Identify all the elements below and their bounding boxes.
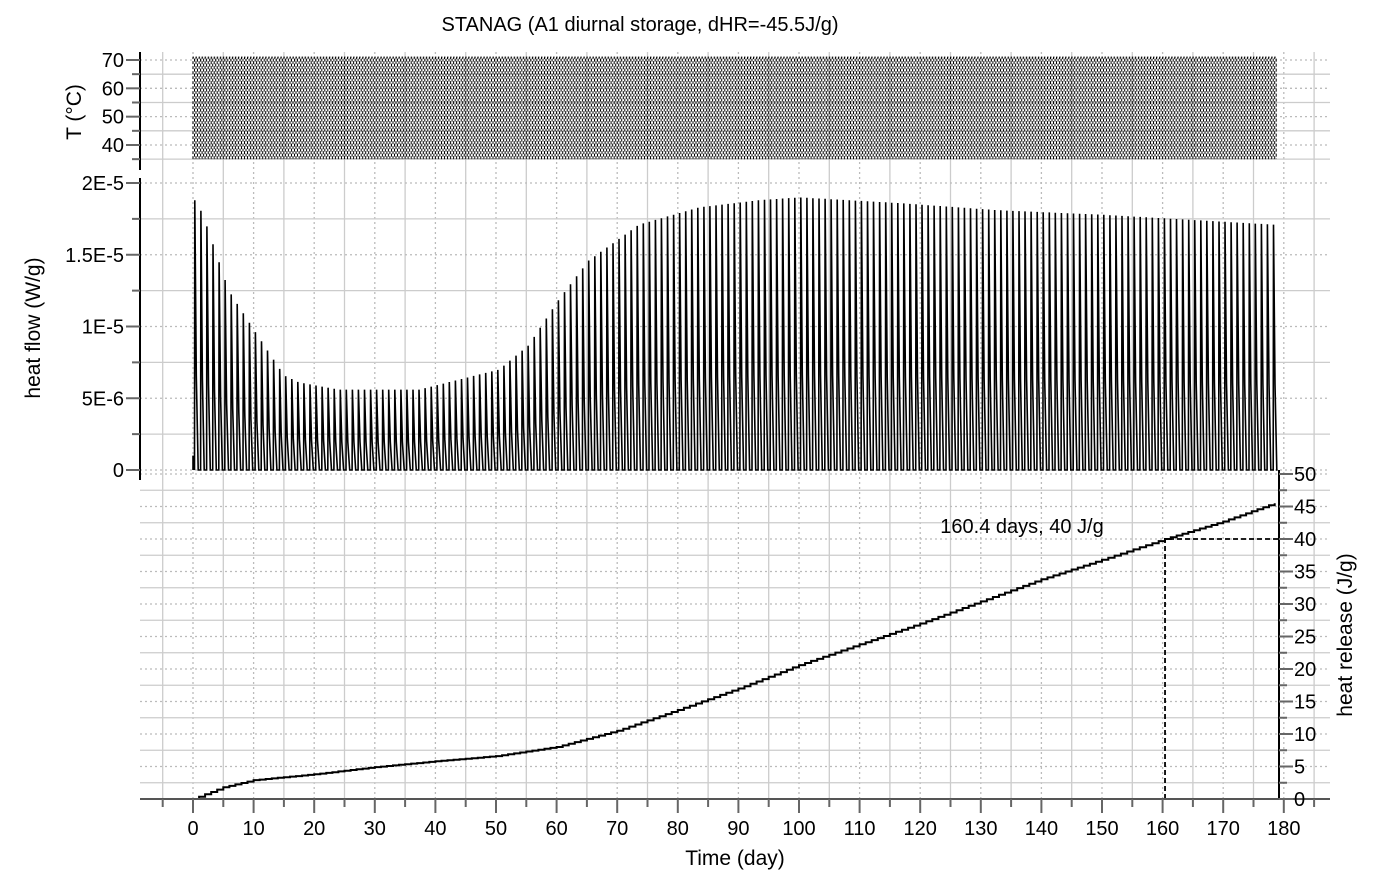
annotation-label: 160.4 days, 40 J/g — [940, 516, 1103, 538]
x-tick-label: 50 — [485, 818, 507, 840]
heat-release-axis-label: heat release (J/g) — [1334, 553, 1357, 716]
x-tick-label: 90 — [727, 818, 749, 840]
x-tick-label: 110 — [844, 818, 876, 840]
x-tick-label: 180 — [1267, 818, 1300, 840]
x-tick-label: 10 — [242, 818, 264, 840]
chart-title: STANAG (A1 diurnal storage, dHR=-45.5J/g… — [441, 14, 838, 36]
heat-release-tick-label: 50 — [1294, 464, 1316, 486]
marks — [192, 56, 1279, 800]
temperature-tick-label: 50 — [102, 107, 124, 129]
x-axis-label: Time (day) — [685, 847, 785, 870]
heat-flow-tick-label: 2E-5 — [82, 173, 124, 195]
annotation-guide-lines — [1164, 538, 1279, 799]
heat-release-tick-label: 30 — [1294, 594, 1316, 616]
x-tick-label: 160 — [1146, 818, 1179, 840]
temperature-tick-label: 40 — [102, 135, 124, 157]
heat-release-tick-label: 25 — [1294, 627, 1316, 649]
heat-release-tick-label: 15 — [1294, 692, 1316, 714]
x-tick-label: 20 — [303, 818, 325, 840]
temperature-tick-label: 60 — [102, 78, 124, 100]
heat-release-tick-label: 45 — [1294, 497, 1316, 519]
heat-release-tick-label: 5 — [1294, 757, 1305, 779]
x-tick-label: 40 — [424, 818, 446, 840]
heat-release-tick-label: 0 — [1294, 789, 1305, 811]
heat-flow-tick-label: 5E-6 — [82, 388, 124, 410]
heat-release-tick-label: 40 — [1294, 529, 1316, 551]
heat-flow-tick-label: 0 — [113, 460, 124, 482]
heat-release-tick-label: 10 — [1294, 724, 1316, 746]
x-tick-label: 30 — [364, 818, 386, 840]
axes: 0 10 20 30 40 50 60 70 80 90 100 110 120 130 140 150 160… — [65, 50, 1330, 840]
x-tick-label: 100 — [782, 818, 815, 840]
heat-release-tick-label: 35 — [1294, 562, 1316, 584]
temperature-tick-label: 70 — [102, 50, 124, 72]
x-tick-label: 170 — [1207, 818, 1240, 840]
heat-flow-series — [192, 197, 1278, 471]
x-tick-label: 80 — [667, 818, 689, 840]
x-tick-label: 120 — [904, 818, 937, 840]
x-tick-label: 70 — [606, 818, 628, 840]
heat-flow-tick-label: 1.5E-5 — [65, 245, 124, 267]
heat-release-series — [193, 503, 1276, 800]
heat-flow-tick-label: 1E-5 — [82, 317, 124, 339]
heat-flow-axis-label: heat flow (W/g) — [22, 257, 45, 398]
heat-release-tick-label: 20 — [1294, 659, 1316, 681]
x-tick-label: 130 — [964, 818, 997, 840]
x-tick-label: 140 — [1025, 818, 1058, 840]
temperature-axis-label: T (°C) — [63, 84, 86, 140]
temperature-series — [192, 56, 1277, 160]
x-tick-label: 150 — [1085, 818, 1118, 840]
x-tick-label: 0 — [187, 818, 198, 840]
x-tick-label: 60 — [545, 818, 567, 840]
